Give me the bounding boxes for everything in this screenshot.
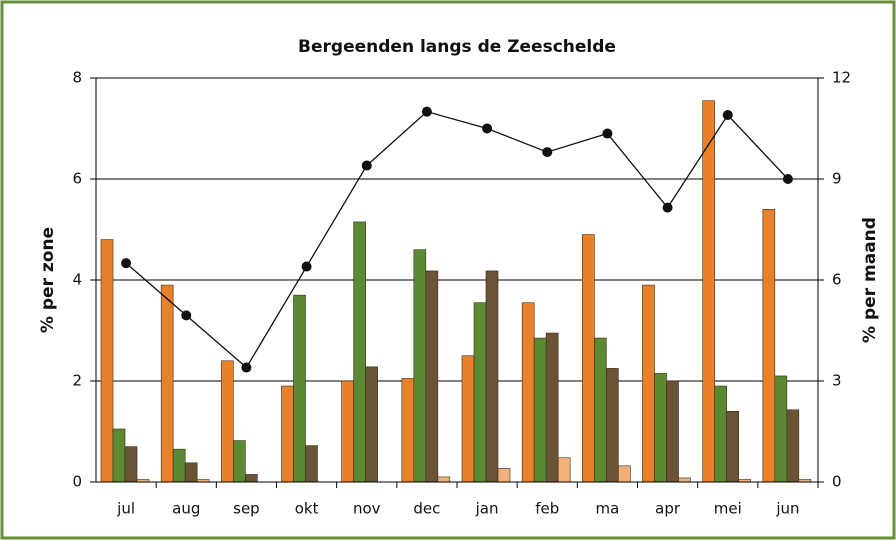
y2-tick-label: 12: [832, 69, 851, 87]
chart-title: Bergeenden langs de Zeeschelde: [298, 37, 616, 57]
bar: [702, 100, 715, 483]
line-marker: [542, 147, 553, 158]
bar: [293, 294, 306, 483]
y-axis-title: % per zone: [38, 227, 58, 333]
line-marker: [361, 160, 372, 171]
bar: [521, 302, 535, 483]
bar: [353, 221, 366, 483]
y-tick-label: 6: [72, 170, 82, 188]
bar: [726, 410, 739, 483]
bar: [160, 284, 174, 483]
bar: [762, 209, 776, 483]
x-tick-label: feb: [535, 500, 559, 518]
bar: [545, 332, 559, 483]
bar: [221, 360, 234, 483]
line-marker: [241, 362, 252, 373]
y2-tick-label: 3: [832, 372, 842, 390]
y-tick-label: 0: [72, 473, 82, 491]
bar: [233, 440, 246, 483]
bar: [172, 448, 186, 483]
bar: [124, 446, 138, 483]
line-marker: [181, 310, 192, 321]
bar: [100, 239, 114, 483]
bar: [245, 474, 258, 483]
x-tick-label: aug: [172, 500, 200, 518]
x-tick-label: nov: [353, 500, 381, 518]
bar: [497, 468, 511, 483]
bar: [437, 476, 451, 483]
bar: [461, 355, 475, 483]
bar: [582, 234, 595, 483]
bar: [642, 284, 655, 483]
x-tick-label: okt: [295, 500, 319, 518]
bar: [786, 409, 800, 483]
x-tick-label: mei: [714, 500, 742, 518]
line-marker: [121, 258, 132, 269]
bar: [594, 337, 607, 483]
x-tick-label: ma: [596, 500, 620, 518]
bar: [533, 337, 547, 483]
bar: [413, 249, 427, 483]
bar: [112, 428, 126, 483]
line-marker: [301, 261, 312, 272]
x-tick-label: dec: [413, 500, 440, 518]
bar: [305, 445, 318, 483]
bar: [281, 385, 294, 483]
bar: [654, 373, 667, 483]
y-tick-label: 8: [72, 69, 82, 87]
bar: [606, 368, 619, 483]
line-marker: [482, 123, 493, 134]
bar: [557, 457, 571, 483]
bar: [666, 380, 679, 483]
bar: [618, 465, 631, 483]
bar: [485, 270, 499, 483]
bar: [401, 378, 415, 483]
line-marker: [722, 110, 733, 121]
line-marker: [782, 174, 793, 184]
x-tick-label: apr: [655, 500, 681, 518]
bar: [341, 380, 354, 483]
x-tick-label: jul: [116, 500, 135, 518]
y2-tick-label: 0: [832, 473, 842, 491]
bar: [774, 375, 788, 483]
y-tick-label: 4: [72, 271, 82, 289]
bar: [678, 477, 691, 483]
bar: [714, 385, 727, 483]
x-tick-label: sep: [233, 500, 260, 518]
line-marker: [602, 128, 613, 139]
y-tick-label: 2: [72, 372, 82, 390]
line: [125, 110, 789, 369]
line-marker: [421, 106, 432, 117]
x-tick-label: jun: [775, 500, 799, 518]
bar: [365, 366, 378, 483]
line-marker: [662, 202, 673, 213]
bar: [425, 270, 439, 483]
y2-tick-label: 6: [832, 271, 842, 289]
bar: [473, 302, 487, 483]
y2-axis-title: % per maand: [860, 217, 880, 343]
bar: [184, 462, 198, 483]
y2-tick-label: 9: [832, 170, 842, 188]
x-tick-label: jan: [475, 500, 499, 518]
